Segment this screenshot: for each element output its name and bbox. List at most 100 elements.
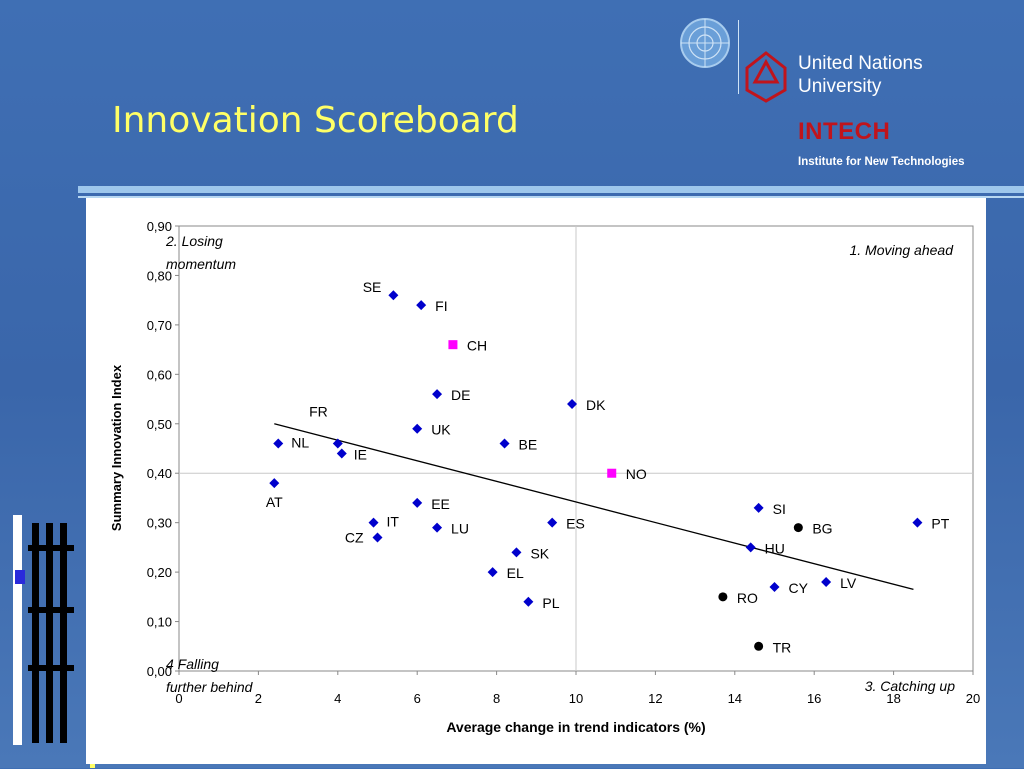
data-point-el — [487, 567, 498, 578]
intech-name: INTECH — [798, 118, 891, 145]
annotation-q2-line2: momentum — [166, 256, 236, 272]
data-point-pl — [523, 596, 534, 607]
intech-tagline: Institute for New Technologies — [798, 156, 965, 168]
unu-symbol-icon — [745, 51, 787, 103]
slide-title: Innovation Scoreboard — [112, 100, 519, 141]
trendline — [274, 423, 914, 591]
point-label-es: ES — [566, 516, 585, 532]
x-tick-label: 2 — [255, 691, 262, 706]
point-label-ie: IE — [354, 446, 367, 462]
data-point-bg — [793, 523, 803, 533]
data-point-uk — [412, 423, 423, 434]
y-tick-label: 0,90 — [147, 219, 172, 234]
annotation-q4-line1: 4 Falling — [166, 656, 219, 672]
logo-divider — [738, 20, 739, 94]
accent-bar-thin — [78, 196, 1024, 198]
point-label-sk: SK — [530, 545, 549, 561]
point-label-dk: DK — [586, 397, 606, 413]
x-axis-title: Average change in trend indicators (%) — [446, 719, 705, 735]
data-point-nl — [273, 438, 284, 449]
data-point-sk — [511, 547, 522, 558]
y-tick-label: 0,20 — [147, 565, 172, 580]
point-label-hu: HU — [765, 540, 785, 556]
grid-layer — [179, 226, 973, 671]
data-point-dk — [567, 399, 578, 409]
point-label-ch: CH — [467, 338, 487, 354]
data-point-ro — [718, 592, 728, 602]
point-label-se: SE — [363, 279, 382, 295]
point-label-uk: UK — [431, 422, 451, 438]
point-label-be: BE — [519, 437, 538, 453]
point-label-bg: BG — [812, 521, 832, 537]
x-tick-label: 18 — [886, 691, 900, 706]
chart-panel: 0,00 0,10 0,20 0,30 0,40 0,50 0,60 0,70 0,80 0,90… — [86, 198, 986, 764]
x-tick-label: 8 — [493, 691, 500, 706]
y-tick-label: 0,80 — [147, 268, 172, 283]
un-org-name: United Nations University — [798, 52, 923, 98]
data-point-se — [388, 290, 399, 301]
y-tick-label: 0,70 — [147, 318, 172, 333]
x-tick-label: 6 — [414, 691, 421, 706]
data-point-hu — [745, 542, 756, 553]
point-label-fi: FI — [435, 298, 447, 314]
y-tick-label: 0,10 — [147, 615, 172, 630]
data-point-lv — [821, 577, 832, 587]
un-org-line1: United Nations — [798, 53, 923, 74]
accent-bar — [78, 186, 1024, 193]
data-point-ee — [412, 497, 423, 508]
data-points — [269, 290, 923, 651]
data-point-lu — [432, 522, 443, 533]
x-tick-label: 12 — [648, 691, 662, 706]
x-tick-label: 10 — [569, 691, 583, 706]
data-point-fr — [332, 438, 343, 449]
point-label-fr: FR — [309, 404, 328, 420]
x-tick-label: 14 — [728, 691, 742, 706]
annotation-q2-line1: 2. Losing — [165, 233, 223, 249]
point-label-tr: TR — [773, 639, 792, 655]
data-point-cz — [372, 532, 383, 543]
data-point-es — [547, 517, 558, 528]
annotation-q3: 3. Catching up — [865, 678, 955, 694]
data-point-fi — [416, 300, 427, 311]
logo-area: United Nations University INTECH Institu… — [676, 14, 1006, 174]
point-label-lu: LU — [451, 521, 469, 537]
y-tick-label: 0,50 — [147, 417, 172, 432]
scatter-chart: 0,00 0,10 0,20 0,30 0,40 0,50 0,60 0,70 0,80 0,90… — [109, 219, 980, 735]
point-label-el: EL — [507, 565, 524, 581]
y-tick-label: 0,30 — [147, 516, 172, 531]
x-tick-label: 4 — [334, 691, 341, 706]
un-emblem-icon — [680, 18, 730, 68]
x-tick-label: 16 — [807, 691, 821, 706]
point-label-ee: EE — [431, 496, 450, 512]
point-label-pt: PT — [931, 516, 949, 532]
trendline-layer — [274, 423, 914, 591]
point-label-at: AT — [266, 494, 283, 510]
y-tick-label: 0,60 — [147, 367, 172, 382]
data-point-it — [368, 517, 379, 528]
merit-logo-icon — [13, 515, 74, 745]
point-label-cy: CY — [789, 580, 809, 596]
point-label-nl: NL — [291, 435, 309, 451]
data-point-ch — [448, 340, 458, 350]
point-label-it: IT — [387, 514, 400, 530]
annotation-q1: 1. Moving ahead — [849, 242, 954, 258]
data-point-no — [607, 468, 617, 478]
data-point-cy — [769, 581, 780, 592]
y-axis-title: Summary Innovation Index — [109, 364, 124, 531]
y-tick-label: 0,00 — [147, 664, 172, 679]
x-tick-label: 20 — [966, 691, 980, 706]
data-point-ie — [336, 448, 347, 459]
point-label-ro: RO — [737, 590, 758, 606]
x-tick-label: 0 — [175, 691, 182, 706]
point-label-no: NO — [626, 466, 647, 482]
annotation-q4-line2: further behind — [166, 679, 254, 695]
point-label-pl: PL — [542, 595, 559, 611]
point-label-lv: LV — [840, 575, 857, 591]
data-point-si — [753, 502, 764, 513]
data-point-at — [269, 478, 280, 489]
x-tick-labels: 0 2 4 6 8 10 12 14 16 18 20 — [175, 671, 980, 706]
data-point-be — [499, 438, 510, 449]
data-point-pt — [912, 517, 923, 528]
y-tick-labels: 0,00 0,10 0,20 0,30 0,40 0,50 0,60 0,70 0,80 0,90 — [147, 219, 179, 679]
